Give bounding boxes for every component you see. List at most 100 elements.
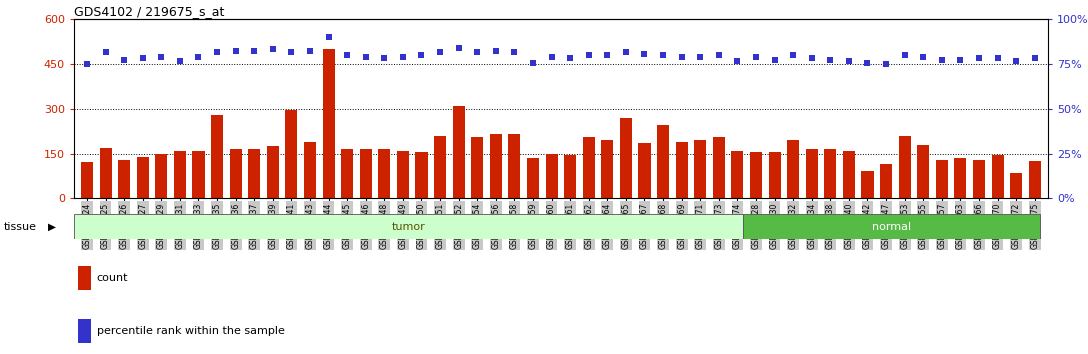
Text: ▶: ▶: [48, 222, 55, 232]
Text: tissue: tissue: [3, 222, 36, 232]
Text: percentile rank within the sample: percentile rank within the sample: [97, 326, 285, 336]
Point: [227, 48, 245, 53]
Bar: [397, 150, 409, 198]
Bar: [119, 160, 131, 198]
Point: [673, 54, 691, 59]
Point: [952, 57, 969, 63]
Point: [710, 52, 728, 58]
Point: [152, 54, 170, 59]
Point: [412, 52, 430, 58]
Bar: [768, 152, 780, 198]
Point: [821, 57, 839, 63]
Point: [915, 54, 932, 59]
Bar: [750, 152, 762, 198]
Point: [654, 52, 671, 58]
Bar: [137, 156, 149, 198]
Bar: [743, 214, 1040, 239]
Point: [895, 52, 913, 58]
Bar: [676, 142, 688, 198]
Point: [598, 52, 616, 58]
Point: [840, 58, 857, 64]
Bar: [694, 140, 706, 198]
Point: [877, 61, 894, 67]
Bar: [304, 142, 316, 198]
Point: [692, 54, 709, 59]
Bar: [1010, 173, 1023, 198]
Bar: [545, 154, 558, 198]
Text: GDS4102 / 219675_s_at: GDS4102 / 219675_s_at: [74, 5, 224, 18]
Point: [635, 51, 653, 57]
Bar: [379, 149, 391, 198]
Bar: [81, 162, 94, 198]
Text: tumor: tumor: [392, 222, 425, 232]
Bar: [917, 144, 929, 198]
Bar: [787, 140, 800, 198]
Bar: [880, 164, 892, 198]
Point: [115, 57, 133, 63]
Point: [1007, 58, 1025, 64]
Bar: [230, 149, 242, 198]
Bar: [434, 136, 446, 198]
Bar: [620, 118, 632, 198]
Bar: [174, 150, 186, 198]
Bar: [416, 152, 428, 198]
Point: [394, 54, 411, 59]
Point: [580, 52, 597, 58]
Bar: [825, 149, 837, 198]
Point: [524, 60, 542, 65]
Bar: [471, 137, 483, 198]
Point: [1026, 55, 1043, 61]
Point: [934, 57, 951, 63]
Bar: [285, 110, 297, 198]
Bar: [74, 214, 743, 239]
Point: [617, 50, 634, 55]
Point: [766, 57, 783, 63]
Point: [171, 58, 188, 64]
Text: count: count: [97, 273, 128, 283]
Point: [189, 54, 207, 59]
Bar: [862, 171, 874, 198]
Point: [747, 54, 765, 59]
Bar: [973, 160, 985, 198]
Bar: [583, 137, 595, 198]
Point: [469, 50, 486, 55]
Bar: [248, 149, 260, 198]
Bar: [657, 125, 669, 198]
Point: [858, 60, 876, 65]
Bar: [490, 134, 502, 198]
Point: [543, 54, 560, 59]
Point: [320, 34, 337, 40]
Bar: [843, 150, 855, 198]
Bar: [453, 106, 465, 198]
Bar: [806, 149, 818, 198]
Bar: [99, 148, 112, 198]
Point: [784, 52, 802, 58]
Point: [246, 48, 263, 53]
Bar: [713, 137, 725, 198]
Point: [338, 52, 356, 58]
Point: [357, 54, 374, 59]
Point: [803, 55, 820, 61]
Point: [375, 55, 393, 61]
Bar: [211, 115, 223, 198]
Bar: [564, 155, 577, 198]
Text: normal: normal: [873, 222, 912, 232]
Bar: [360, 149, 372, 198]
Bar: [193, 150, 205, 198]
Point: [78, 61, 96, 67]
Point: [134, 55, 151, 61]
Bar: [156, 154, 168, 198]
Bar: [731, 150, 743, 198]
Point: [450, 45, 468, 51]
Point: [970, 55, 988, 61]
Bar: [899, 136, 911, 198]
Point: [209, 50, 226, 55]
Bar: [639, 143, 651, 198]
Point: [264, 46, 282, 52]
Bar: [954, 158, 966, 198]
Bar: [267, 146, 279, 198]
Point: [431, 50, 448, 55]
Point: [506, 50, 523, 55]
Bar: [342, 149, 354, 198]
Bar: [527, 158, 539, 198]
